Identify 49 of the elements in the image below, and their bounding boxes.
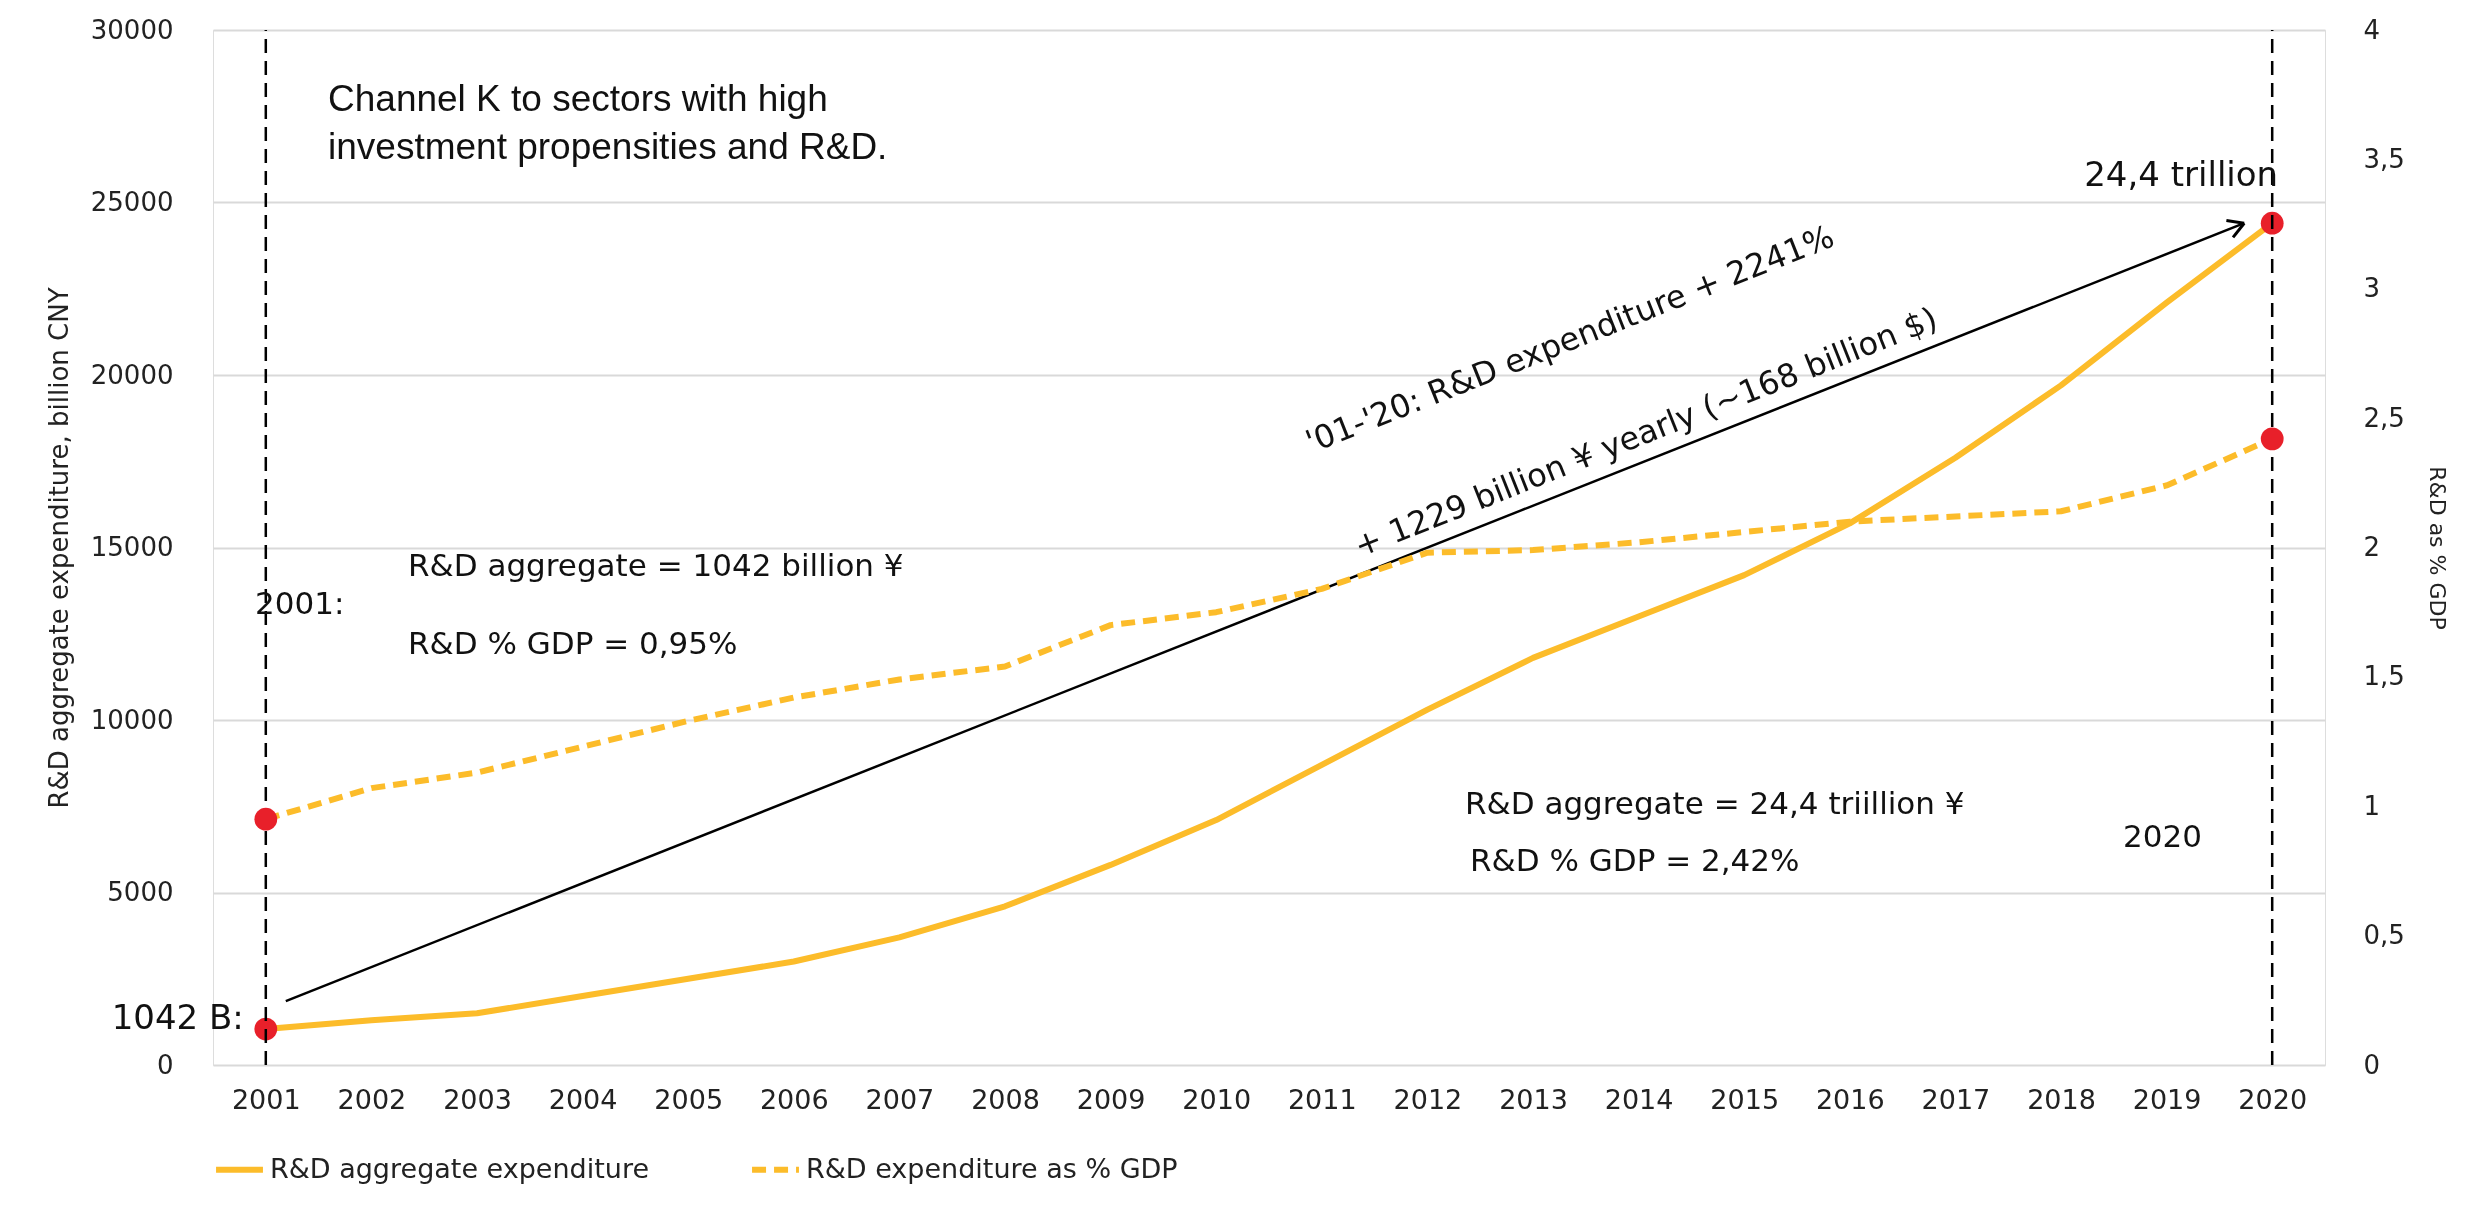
x-tick-label: 2010 <box>1182 1083 1252 1115</box>
x-tick-label: 2004 <box>548 1083 618 1115</box>
y-tick-label: 0 <box>156 1049 174 1080</box>
x-tick-label: 2013 <box>1499 1083 1568 1115</box>
annotation: 24,4 trillion <box>2084 154 2279 195</box>
x-tick-label: 2017 <box>1921 1083 1991 1115</box>
legend-label: R&D aggregate expenditure <box>270 1152 650 1184</box>
x-tick-label: 2001 <box>231 1083 301 1115</box>
y-tick-label: 5000 <box>107 877 174 907</box>
y-tick-label: 25000 <box>90 187 174 217</box>
annotation: Channel K to sectors with high investment propensities and R&D. <box>328 78 888 167</box>
x-tick-label: 2012 <box>1393 1083 1463 1115</box>
annotation: 2020 <box>2123 818 2202 854</box>
y-tick-label: 20000 <box>90 359 174 390</box>
legend-label: R&D expenditure as % GDP <box>806 1152 1178 1184</box>
annotation: R&D aggregate = 24,4 triillion ¥ <box>1465 785 1965 821</box>
x-tick-label: 2011 <box>1287 1083 1357 1115</box>
y-tick-label: 30000 <box>90 14 174 45</box>
x-tick-label: 2008 <box>971 1083 1040 1115</box>
x-tick-label: 2015 <box>1710 1083 1780 1115</box>
x-tick-label: 2016 <box>1815 1083 1885 1115</box>
x-tick-label: 2007 <box>865 1083 935 1115</box>
x-tick-label: 2019 <box>2132 1083 2202 1115</box>
x-tick-label: 2014 <box>1604 1083 1674 1115</box>
y-tick-label: 10000 <box>90 704 174 735</box>
y2-tick-label: 4 <box>2363 14 2381 45</box>
x-tick-label: 2006 <box>759 1083 829 1115</box>
y2-tick-label: 3 <box>2363 273 2381 304</box>
y2-tick-label: 2,5 <box>2363 402 2405 433</box>
y2-tick-label: 2 <box>2363 532 2381 562</box>
y-tick-label: 15000 <box>90 532 174 562</box>
y2-tick-label: 3,5 <box>2363 143 2405 174</box>
y2-tick-label: 0,5 <box>2363 920 2405 951</box>
y2-tick-label: 1,5 <box>2363 661 2405 692</box>
x-tick-label: 2002 <box>337 1083 407 1115</box>
annotation: R&D % GDP = 0,95% <box>408 625 738 661</box>
x-tick-label: 2018 <box>2027 1083 2096 1115</box>
x-tick-label: 2003 <box>443 1083 512 1115</box>
y2-axis-title: R&D as % GDP <box>2424 466 2450 630</box>
y2-tick-label: 0 <box>2363 1049 2381 1080</box>
y-axis-title: R&D aggregate expenditure, billion CNY <box>43 287 74 809</box>
annotation: 1042 B: <box>111 997 244 1038</box>
y2-tick-label: 1 <box>2363 790 2381 821</box>
x-tick-label: 2020 <box>2238 1083 2308 1115</box>
annotation: R&D aggregate = 1042 billion ¥ <box>408 547 904 583</box>
x-tick-label: 2009 <box>1076 1083 1146 1115</box>
annotation: R&D % GDP = 2,42% <box>1470 842 1800 878</box>
x-tick-label: 2005 <box>654 1083 724 1115</box>
annotation: 2001: <box>255 585 345 621</box>
